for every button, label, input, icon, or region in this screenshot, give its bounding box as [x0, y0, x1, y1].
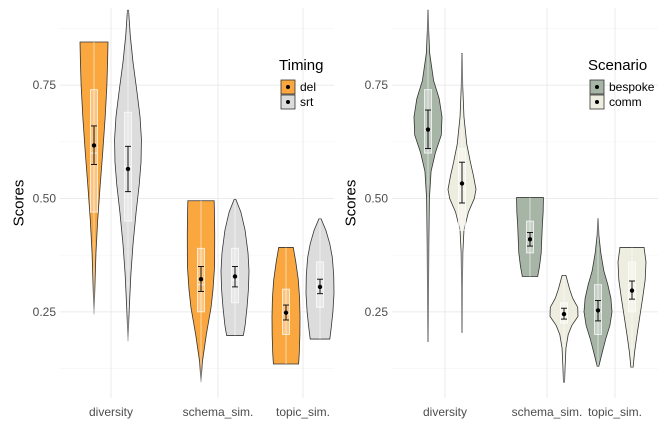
y-tick-label: 0.75: [33, 78, 57, 92]
mean-point: [91, 143, 97, 148]
legend-title: Scenario: [588, 57, 647, 74]
mean-point: [125, 166, 131, 172]
mean-point: [283, 310, 289, 315]
mean-point: [527, 237, 533, 242]
mean-point: [198, 276, 204, 282]
mean-point: [425, 127, 431, 132]
legend-key-point: [595, 100, 599, 104]
mean-point: [561, 311, 567, 317]
mean-point: [629, 288, 635, 293]
y-tick-label: 0.75: [365, 78, 389, 92]
panel-timing: 0.25 0.50 0.75 diversity schema_sim. topic_si…: [10, 8, 335, 419]
mean-point: [459, 181, 465, 186]
y-tick-label: 0.25: [365, 305, 389, 319]
y-axis-title: Scores: [10, 180, 27, 227]
legend-label: comm: [609, 95, 642, 109]
x-tick-label: topic_sim.: [276, 405, 330, 419]
legend-key-point: [286, 100, 290, 104]
mean-point: [232, 274, 238, 279]
x-tick-label: diversity: [423, 405, 467, 419]
x-tick-label: schema_sim.: [183, 405, 254, 419]
legend-label: srt: [300, 95, 314, 109]
legend-label: bespoke: [609, 80, 655, 94]
x-tick-label: schema_sim.: [512, 405, 583, 419]
y-axis-title: Scores: [342, 180, 359, 227]
panel-scenario: 0.25 0.50 0.75 diversity schema_sim. topic_si…: [342, 8, 658, 419]
legend-label: del: [300, 80, 316, 94]
y-tick-label: 0.50: [33, 191, 57, 205]
legend-title: Timing: [279, 57, 323, 74]
legend-key-point: [595, 85, 599, 89]
x-tick-label: diversity: [89, 405, 133, 419]
legend-key-point: [286, 85, 290, 89]
mean-point: [317, 284, 323, 290]
y-tick-label: 0.25: [33, 305, 57, 319]
x-tick-label: topic_sim.: [588, 405, 642, 419]
mean-point: [595, 308, 601, 313]
y-tick-label: 0.50: [365, 191, 389, 205]
